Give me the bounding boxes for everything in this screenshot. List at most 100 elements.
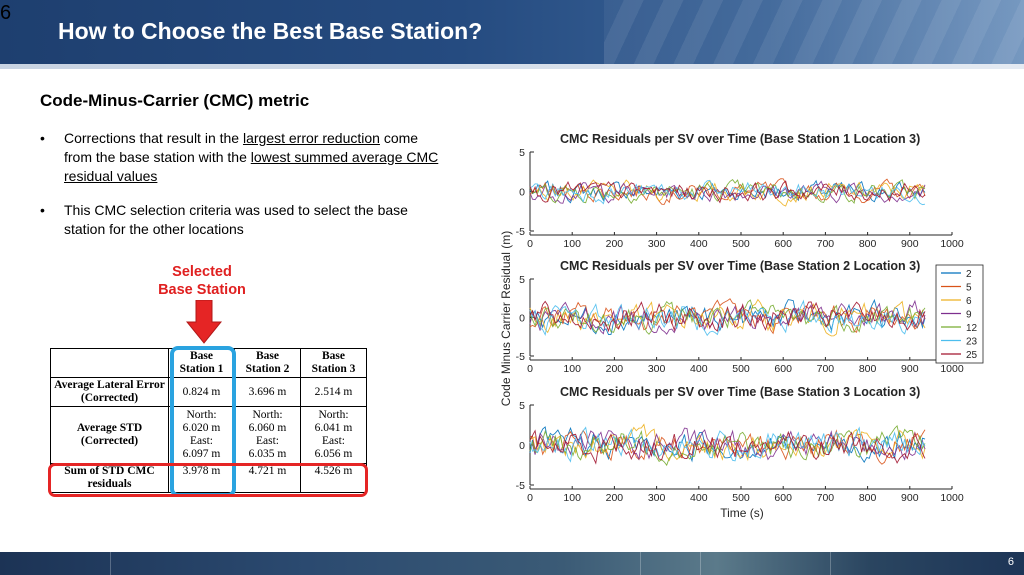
x-tick-label: 400 [690, 238, 708, 250]
x-tick-label: 100 [563, 363, 581, 375]
x-tick-label: 0 [527, 238, 533, 250]
series-line-9 [529, 299, 926, 335]
x-tick-label: 600 [774, 492, 792, 504]
x-tick-label: 800 [859, 492, 877, 504]
bullet-2-text: This CMC selection criteria was used to … [64, 202, 408, 237]
cell-line: 6.097 m [182, 448, 221, 460]
down-arrow-icon [186, 300, 222, 344]
cell-line: East: [190, 435, 213, 447]
x-tick-label: 100 [563, 492, 581, 504]
bullet-dot: • [40, 202, 45, 218]
cell-line: North: [186, 409, 217, 421]
header-text: Base [322, 350, 345, 362]
subplot-title: CMC Residuals per SV over Time (Base Sta… [560, 385, 920, 399]
x-tick-label: 200 [606, 492, 624, 504]
x-tick-label: 200 [606, 363, 624, 375]
selected-base-station-label: Selected Base Station [150, 263, 254, 299]
title-bar [0, 0, 1024, 64]
y-tick-label: -5 [516, 351, 525, 363]
x-tick-label: 600 [774, 238, 792, 250]
header-divider [0, 64, 1024, 69]
table-row-header: Average Lateral Error (Corrected) [50, 377, 169, 407]
table-cell: 3.696 m [234, 377, 301, 407]
x-tick-label: 300 [648, 492, 666, 504]
table-cell: North: 6.020 m East: 6.097 m [168, 406, 235, 464]
x-tick-label: 300 [648, 363, 666, 375]
series-line-9 [529, 180, 926, 204]
cell-line: East: [256, 435, 279, 447]
slide-number-bottom: 6 [1007, 556, 1014, 568]
x-tick-label: 300 [648, 238, 666, 250]
series-line-23 [529, 299, 926, 337]
x-tick-label: 600 [774, 363, 792, 375]
header-text: Station 1 [179, 363, 224, 375]
footer-stripe [830, 552, 831, 575]
bullet-1-mid: come from the base station with the [64, 130, 419, 165]
cell-line: 6.020 m [182, 422, 221, 434]
y-tick-label: 5 [519, 147, 525, 159]
legend-entry: 12 [966, 323, 978, 334]
series-line-6 [529, 298, 926, 337]
x-tick-label: 200 [606, 238, 624, 250]
header-text: Base [256, 350, 279, 362]
header-text: Station 2 [245, 363, 290, 375]
x-tick-label: 900 [901, 492, 919, 504]
cell-line: 6.041 m [314, 422, 353, 434]
header-text: Base [190, 350, 213, 362]
series-line-5 [529, 298, 926, 335]
legend-entry: 2 [966, 269, 972, 280]
x-tick-label: 500 [732, 238, 750, 250]
table-cell: 0.824 m [168, 377, 235, 407]
cell-line: East: [322, 435, 345, 447]
table-cell: North: 6.041 m East: 6.056 m [300, 406, 367, 464]
footer-stripe [700, 552, 701, 575]
series-line-25 [529, 300, 926, 333]
series-line-12 [529, 178, 926, 204]
subplot-title: CMC Residuals per SV over Time (Base Sta… [560, 259, 920, 273]
table-row: Average Lateral Error (Corrected) 0.824 … [50, 377, 367, 407]
table-row: Sum of STD CMC residuals 3.978 m 4.721 m… [50, 463, 367, 493]
bullet-1-underline-2: lowest summed average CMC residual value… [64, 149, 439, 184]
table-cell: 3.978 m [168, 463, 235, 493]
table-cell: 4.721 m [234, 463, 301, 493]
cell-line: 6.035 m [248, 448, 287, 460]
x-tick-label: 0 [527, 492, 533, 504]
x-tick-label: 1000 [940, 363, 964, 375]
selected-label-line-2: Base Station [158, 282, 246, 298]
legend-entry: 5 [966, 283, 972, 294]
series-line-2 [529, 179, 926, 204]
legend-entry: 25 [966, 350, 978, 361]
bullet-1-text: Corrections that result in the largest e… [64, 129, 444, 186]
x-axis-label: Time (s) [720, 506, 764, 520]
slide-number-top: 6 [0, 2, 12, 24]
table-row-header: Average STD (Corrected) [50, 406, 169, 464]
cell-line: 6.060 m [248, 422, 287, 434]
series-line-23 [529, 426, 926, 463]
footer-stripe [110, 552, 111, 575]
x-tick-label: 400 [690, 492, 708, 504]
table-column-header: Base Station 2 [234, 348, 301, 378]
series-line-25 [529, 180, 926, 204]
y-tick-label: 0 [519, 440, 525, 452]
y-tick-label: -5 [516, 226, 525, 238]
selected-label-line-1: Selected [172, 264, 232, 280]
x-tick-label: 0 [527, 363, 533, 375]
x-tick-label: 700 [817, 492, 835, 504]
sum-row-highlight [48, 463, 368, 497]
table-corner-cell [50, 348, 169, 378]
bullet-dot: • [40, 130, 45, 146]
x-tick-label: 800 [859, 238, 877, 250]
x-tick-label: 700 [817, 238, 835, 250]
cell-line: North: [252, 409, 283, 421]
y-axis-label: Code Minus Carrier Residual (m) [499, 231, 513, 406]
x-tick-label: 700 [817, 363, 835, 375]
bullet-1-pre: Corrections that result in the [64, 130, 243, 146]
table-cell: 2.514 m [300, 377, 367, 407]
x-tick-label: 100 [563, 238, 581, 250]
series-line-5 [529, 429, 926, 465]
x-tick-label: 1000 [940, 238, 964, 250]
y-tick-label: -5 [516, 480, 525, 492]
cell-line: North: [318, 409, 349, 421]
table-column-header: Base Station 3 [300, 348, 367, 378]
table-row-header: Sum of STD CMC residuals [50, 463, 169, 493]
